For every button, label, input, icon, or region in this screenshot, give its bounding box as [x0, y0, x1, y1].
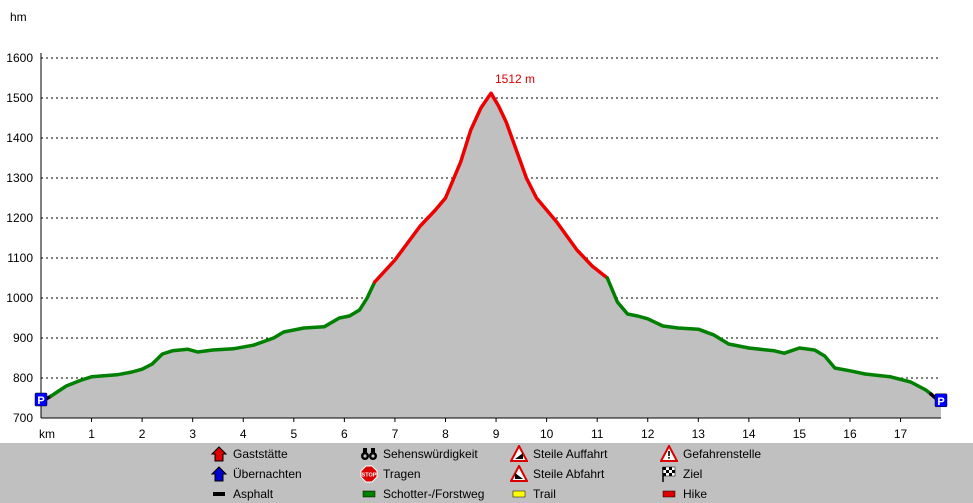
y-tick-label: 1600: [6, 51, 33, 65]
peak-label: 1512 m: [495, 72, 535, 86]
x-tick-label: 11: [591, 427, 604, 441]
y-tick-label: 1500: [6, 91, 33, 105]
legend-label: Sehenswürdigkeit: [383, 447, 478, 461]
gravel-segment: [49, 280, 377, 398]
legend-item-steile-auffahrt: Steile Auffahrt: [510, 445, 608, 463]
end-parking-label: P: [937, 396, 944, 408]
y-unit-label: hm: [10, 10, 27, 24]
legend-item-gaststaette: Gaststätte: [210, 445, 288, 463]
house-blue-icon: [210, 466, 228, 482]
x-tick-label: 2: [139, 427, 146, 441]
steep-descent-icon: [510, 465, 528, 482]
x-tick-label: 13: [692, 427, 706, 441]
y-tick-label: 1100: [7, 251, 33, 265]
legend-item-steile-abfahrt: Steile Abfahrt: [510, 465, 604, 483]
legend-label: Schotter-/Forstweg: [383, 487, 485, 501]
gravel-swatch: [362, 490, 376, 498]
x-tick-label: 4: [240, 427, 247, 441]
end-parking-marker: P: [934, 393, 948, 408]
legend-label: Steile Abfahrt: [533, 467, 605, 481]
asphalt-swatch: [213, 492, 225, 496]
y-tick-label: 1400: [6, 131, 33, 145]
stop-sign-icon: STOP: [360, 465, 378, 483]
x-tick-label: 17: [894, 427, 908, 441]
steep-ascent-icon: [510, 445, 528, 462]
legend-label: Gefahrenstelle: [683, 447, 762, 461]
start-parking-marker: P: [34, 392, 48, 407]
svg-text:STOP: STOP: [362, 473, 377, 479]
legend-item-ziel: Ziel: [660, 465, 702, 483]
legend-label: Tragen: [383, 467, 421, 481]
y-tick-label: 1200: [6, 211, 33, 225]
trail-swatch: [512, 490, 526, 498]
y-tick-label: 1300: [6, 171, 33, 185]
x-tick-label: 7: [392, 427, 399, 441]
parking-icon: [34, 392, 48, 407]
legend-item-sehenswuerdigkeit: Sehenswürdigkeit: [360, 445, 478, 463]
legend-label: Asphalt: [233, 487, 274, 501]
legend-item-schotter: Schotter-/Forstweg: [360, 485, 484, 503]
x-unit-label: km: [39, 427, 55, 441]
legend-label: Hike: [683, 487, 708, 501]
legend-item-tragen: STOP Tragen: [360, 465, 421, 483]
x-tick-label: 1: [88, 427, 95, 441]
start-parking-label: P: [37, 395, 44, 407]
x-tick-label: 10: [540, 427, 554, 441]
legend: Gaststätte Übernachten Asphalt Se: [0, 443, 973, 503]
legend-item-asphalt: Asphalt: [210, 485, 273, 503]
house-red-icon: [210, 446, 228, 462]
x-tick-label: 14: [742, 427, 756, 441]
y-tick-label: 700: [13, 411, 33, 425]
x-tick-label: 12: [641, 427, 655, 441]
legend-item-uebernachten: Übernachten: [210, 465, 302, 483]
legend-label: Übernachten: [233, 467, 302, 481]
x-tick-label: 3: [189, 427, 196, 441]
x-tick-label: 9: [493, 427, 500, 441]
legend-label: Gaststätte: [233, 447, 288, 461]
legend-label: Ziel: [683, 467, 703, 481]
legend-item-trail: Trail: [510, 485, 556, 503]
hike-segment: [372, 91, 610, 284]
x-tick-label: 6: [341, 427, 348, 441]
y-tick-label: 900: [13, 331, 33, 345]
warning-icon: [660, 445, 678, 462]
legend-item-hike: Hike: [660, 485, 707, 503]
y-tick-label: 1000: [6, 291, 33, 305]
x-tick-label: 5: [290, 427, 297, 441]
binoculars-icon: [361, 448, 377, 460]
y-tick-label: 800: [13, 371, 33, 385]
x-tick-label: 8: [442, 427, 449, 441]
axes: [40, 53, 941, 419]
gravel-segment: [605, 276, 933, 396]
legend-label: Steile Auffahrt: [533, 447, 608, 461]
checkered-flag-icon: [662, 466, 676, 482]
x-tick-label: 15: [793, 427, 807, 441]
hike-swatch: [662, 490, 676, 498]
parking-icon: [934, 393, 948, 408]
legend-item-gefahrenstelle: Gefahrenstelle: [660, 445, 761, 463]
x-tick-label: 16: [843, 427, 857, 441]
legend-label: Trail: [533, 487, 556, 501]
